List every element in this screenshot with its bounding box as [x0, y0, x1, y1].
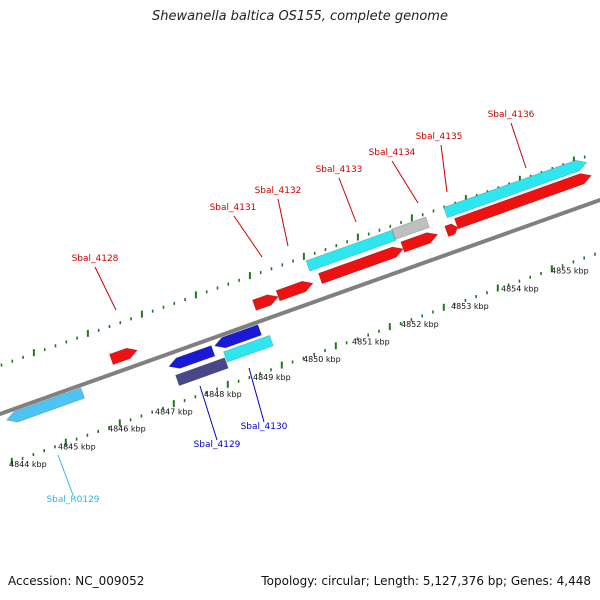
kbp-label: 4849 kbp	[253, 373, 291, 382]
gene-sbal-4129a	[168, 345, 216, 369]
label-sbal-4130-leader	[248, 367, 265, 423]
label-sbal-4131: Sbal_4131	[210, 203, 257, 213]
scale-ticks	[0, 155, 596, 465]
label-sbal-4136: Sbal_4136	[488, 110, 535, 120]
accession-text: Accession: NC_009052	[8, 574, 145, 588]
genome-backbone	[0, 198, 600, 416]
labels: Sbal_4128 Sbal_4131 Sbal_4132 Sbal_4133 Sbal…	[9, 110, 589, 505]
label-sbal-4134: Sbal_4134	[369, 148, 416, 158]
kbp-label: 4845 kbp	[58, 442, 96, 451]
rna-sbal-4136	[443, 160, 588, 219]
rna-sbal-4133	[305, 229, 397, 272]
label-sbal-r0129-leader	[57, 454, 74, 496]
kbp-label: 4847 kbp	[155, 408, 193, 417]
gene-sbal-4136	[454, 173, 592, 230]
gene-sbal-4130b	[223, 334, 274, 363]
gene-sbal-4132	[275, 280, 314, 302]
rna-sbal-r0129	[6, 387, 85, 423]
gene-sbal-4129b	[175, 357, 229, 387]
gene-sbal-4128	[109, 347, 138, 366]
label-sbal-4132: Sbal_4132	[255, 186, 302, 196]
kbp-label: 4855 kbp	[551, 266, 589, 275]
label-sbal-4136-leader	[510, 122, 527, 169]
kbp-label: 4844 kbp	[9, 460, 47, 469]
pseudo-sbal-4134	[391, 216, 430, 240]
gene-sbal-4131	[252, 294, 279, 311]
genome-title: Shewanella baltica OS155, complete genom…	[152, 9, 448, 24]
gene-sbal-4135	[444, 223, 458, 237]
kbp-label: 4846 kbp	[108, 424, 146, 433]
kbp-label: 4853 kbp	[451, 302, 489, 311]
label-sbal-4135-leader	[440, 144, 448, 193]
kbp-label: 4851 kbp	[352, 337, 390, 346]
label-sbal-4129: Sbal_4129	[194, 440, 241, 450]
label-sbal-4133-leader	[338, 177, 357, 223]
kbp-label: 4850 kbp	[303, 355, 341, 364]
kbp-label: 4854 kbp	[501, 284, 539, 293]
kbp-label: 4848 kbp	[204, 390, 242, 399]
gene-sbal-4134	[400, 232, 439, 253]
label-sbal-4129-leader	[199, 385, 218, 441]
label-sbal-4128-leader	[94, 266, 117, 311]
gene-sbal-4133	[318, 246, 404, 285]
gene-sbal-4130a	[214, 324, 262, 349]
kbp-label: 4852 kbp	[401, 320, 439, 329]
label-sbal-4132-leader	[277, 198, 289, 247]
label-sbal-4133: Sbal_4133	[316, 165, 363, 175]
label-sbal-r0129: Sbal_R0129	[46, 495, 99, 505]
gene-features	[6, 160, 592, 423]
label-sbal-4128: Sbal_4128	[72, 254, 119, 264]
label-sbal-4135: Sbal_4135	[416, 132, 463, 142]
label-sbal-4130: Sbal_4130	[241, 422, 288, 432]
genome-summary-text: Topology: circular; Length: 5,127,376 bp…	[261, 574, 591, 588]
label-sbal-4131-leader	[233, 215, 263, 258]
label-sbal-4134-leader	[391, 160, 419, 204]
